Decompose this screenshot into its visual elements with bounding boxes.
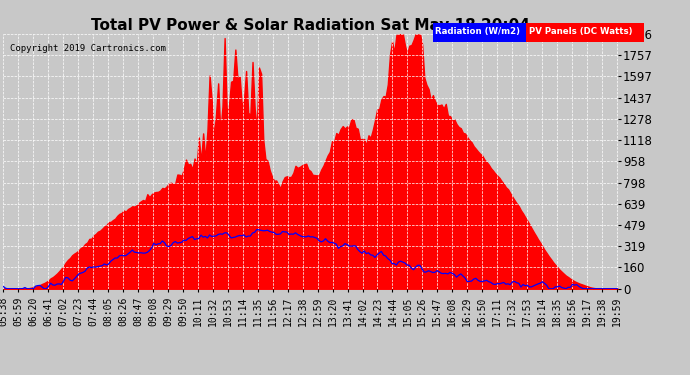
Text: Radiation (W/m2): Radiation (W/m2)	[435, 27, 520, 36]
Text: PV Panels (DC Watts): PV Panels (DC Watts)	[529, 27, 632, 36]
Title: Total PV Power & Solar Radiation Sat May 18 20:04: Total PV Power & Solar Radiation Sat May…	[91, 18, 530, 33]
Text: Copyright 2019 Cartronics.com: Copyright 2019 Cartronics.com	[10, 44, 166, 52]
